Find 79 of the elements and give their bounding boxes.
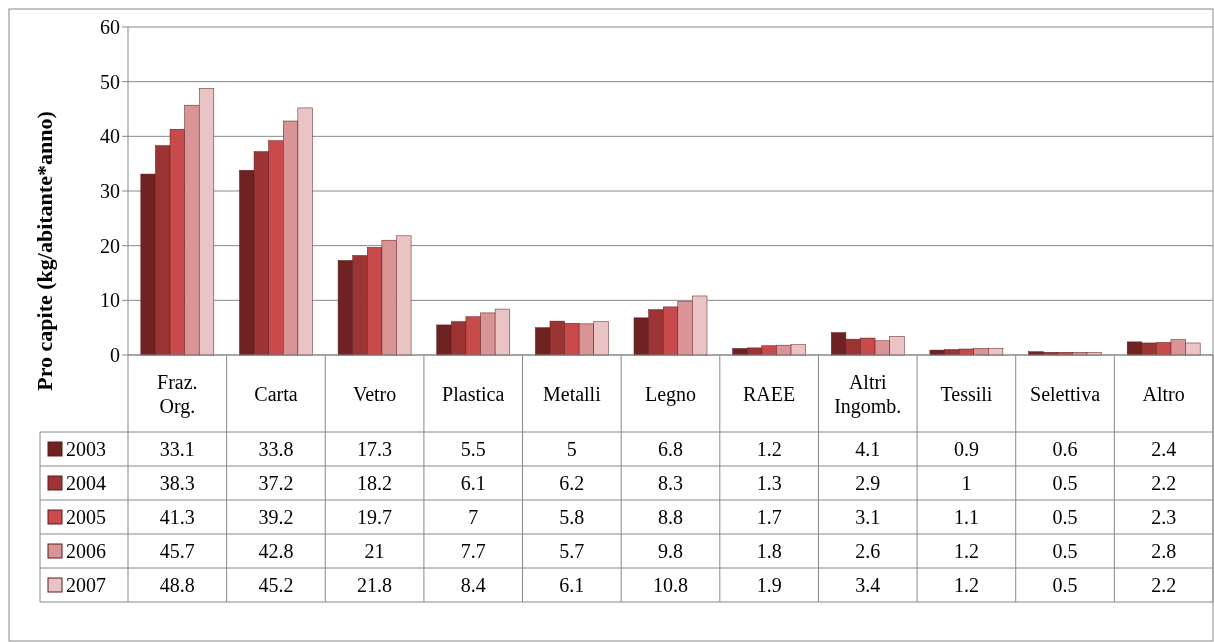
data-label: 1.2 <box>756 438 782 460</box>
data-label: 2.9 <box>855 472 881 494</box>
data-label: 0.9 <box>953 438 979 460</box>
data-label: 6.2 <box>559 472 585 494</box>
data-label: 37.2 <box>258 472 294 494</box>
legend-label: 2004 <box>66 472 106 494</box>
y-tick-label: 30 <box>100 180 120 202</box>
data-label: 17.3 <box>357 438 393 460</box>
y-tick-label: 50 <box>100 70 120 93</box>
x-tick-label: Carta <box>254 382 298 405</box>
data-label: 3.4 <box>855 574 881 596</box>
data-label: 6.8 <box>658 438 683 460</box>
data-label: 2.8 <box>1151 540 1177 562</box>
data-label: 45.7 <box>159 540 195 562</box>
data-label: 5 <box>566 438 577 460</box>
data-label: 1.1 <box>953 506 979 528</box>
data-label: 1.7 <box>756 506 782 528</box>
data-label: 7 <box>468 506 479 528</box>
data-label: 2.2 <box>1151 472 1177 494</box>
data-label: 0.5 <box>1052 574 1078 596</box>
legend-label: 2005 <box>66 506 106 528</box>
data-label: 1 <box>961 472 972 494</box>
data-label: 2.4 <box>1151 438 1177 460</box>
data-label: 5.7 <box>559 540 585 562</box>
x-tick-label: Tessili <box>940 382 993 405</box>
y-tick-label: 0 <box>110 344 120 366</box>
data-label: 41.3 <box>159 506 195 528</box>
data-label: 5.5 <box>460 438 486 460</box>
data-label: 2.3 <box>1151 506 1177 528</box>
data-label: 1.2 <box>953 540 979 562</box>
data-label: 5.8 <box>559 506 585 528</box>
x-tick-label: Fraz. Org. <box>157 370 198 418</box>
data-label: 48.8 <box>159 574 195 596</box>
data-label: 8.8 <box>658 506 683 528</box>
data-label: 2.2 <box>1151 574 1177 596</box>
data-label: 8.3 <box>658 472 683 494</box>
data-label: 4.1 <box>855 438 881 460</box>
x-tick-label: Legno <box>644 382 697 406</box>
legend-label: 2003 <box>66 438 106 460</box>
y-tick-label: 20 <box>100 234 120 257</box>
data-label: 1.2 <box>953 574 979 596</box>
data-label: 0.6 <box>1052 438 1078 460</box>
data-label: 6.1 <box>460 472 486 494</box>
y-tick-label: 40 <box>100 125 120 148</box>
data-label: 33.8 <box>258 438 294 460</box>
x-tick-label: Vetro <box>352 382 397 405</box>
x-tick-label: Plastica <box>442 382 505 405</box>
legend-label: 2007 <box>66 574 106 596</box>
x-tick-label: RAEE <box>743 382 796 405</box>
data-label: 0.5 <box>1052 472 1078 494</box>
data-label: 42.8 <box>258 540 294 562</box>
data-label: 9.8 <box>658 540 683 562</box>
data-label: 0.5 <box>1052 540 1078 562</box>
data-label: 38.3 <box>159 472 195 494</box>
data-label: 45.2 <box>258 574 294 596</box>
data-label: 1.3 <box>756 472 782 494</box>
data-label: 3.1 <box>855 506 881 528</box>
data-label: 8.4 <box>460 574 486 596</box>
data-label: 6.1 <box>559 574 585 596</box>
data-label: 7.7 <box>460 540 486 562</box>
x-tick-label: Selettiva <box>1030 382 1101 405</box>
x-tick-label: Altro <box>1142 382 1185 405</box>
x-tick-label: Altri Ingomb. <box>834 370 902 418</box>
data-label: 1.8 <box>756 540 782 562</box>
data-label: 21 <box>364 540 385 562</box>
y-tick-label: 10 <box>100 289 120 312</box>
y-tick-label: 60 <box>100 16 120 38</box>
x-tick-label: Metalli <box>542 382 602 405</box>
data-label: 39.2 <box>258 506 294 528</box>
data-label: 21.8 <box>357 574 393 596</box>
data-label: 19.7 <box>357 506 393 528</box>
data-label: 1.9 <box>756 574 782 596</box>
legend-label: 2006 <box>66 540 106 562</box>
data-label: 2.6 <box>855 540 881 562</box>
y-axis-title: Pro capite (kg/abitante*anno) <box>32 111 57 391</box>
data-label: 18.2 <box>357 472 393 494</box>
data-label: 0.5 <box>1052 506 1078 528</box>
data-label: 33.1 <box>159 438 195 460</box>
data-label: 10.8 <box>653 574 688 596</box>
